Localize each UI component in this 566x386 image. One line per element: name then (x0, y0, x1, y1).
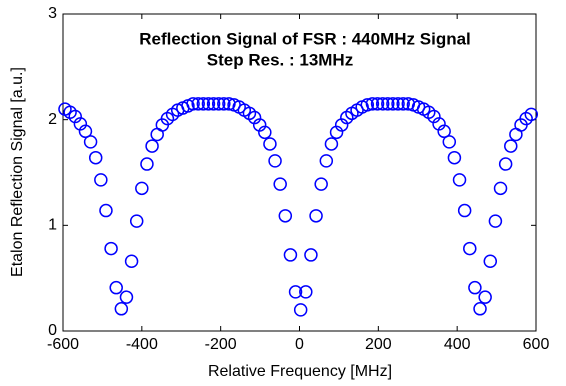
data-point (314, 177, 328, 191)
data-point (278, 209, 293, 223)
data-point (452, 173, 467, 187)
data-point (468, 280, 482, 295)
data-point (299, 285, 313, 299)
data-point (483, 254, 498, 269)
data-point (437, 124, 451, 139)
data-point (442, 135, 457, 149)
data-point (524, 107, 539, 122)
data-point (268, 154, 282, 168)
data-point (498, 157, 513, 171)
x-tick-label: 200 (365, 336, 392, 353)
data-point (304, 248, 318, 262)
data-point (145, 139, 159, 153)
data-point (309, 209, 323, 223)
data-point (478, 290, 492, 304)
data-point (211, 97, 226, 111)
data-point (124, 254, 139, 269)
chart-subtitle: Step Res. : 13MHz (207, 50, 353, 69)
data-point (196, 97, 211, 111)
data-point (129, 214, 144, 228)
y-axis-label: Etalon Reflection Signal [a.u.] (9, 67, 26, 277)
data-point (104, 241, 118, 256)
data-point (493, 181, 508, 196)
data-point (201, 97, 216, 111)
data-point (263, 137, 277, 151)
y-tick-label: 1 (48, 217, 57, 234)
data-point (83, 135, 98, 149)
data-point (473, 302, 487, 316)
data-point (99, 203, 113, 218)
data-point (375, 97, 390, 111)
data-point (135, 181, 149, 196)
data-point (488, 214, 503, 228)
data-point (447, 150, 462, 165)
data-point (191, 97, 205, 111)
y-tick-label: 2 (48, 111, 57, 128)
x-tick-label: -600 (47, 336, 79, 353)
data-point (360, 98, 375, 112)
data-point (381, 97, 395, 111)
data-point (186, 97, 200, 111)
data-point (319, 154, 334, 168)
data-point (324, 137, 339, 151)
y-tick-label: 3 (48, 5, 57, 22)
data-point (140, 157, 154, 171)
x-tick-label: 0 (295, 336, 304, 353)
x-tick-label: -200 (205, 336, 237, 353)
data-point (94, 173, 108, 187)
x-axis-label: Relative Frequency [MHz] (208, 363, 392, 380)
data-point (288, 285, 303, 299)
data-point (457, 203, 472, 218)
y-tick-label: 0 (48, 322, 57, 339)
data-point (293, 303, 308, 317)
data-point (217, 97, 231, 111)
data-point (258, 125, 272, 140)
data-point (206, 97, 221, 111)
data-point (370, 97, 385, 111)
data-point (365, 97, 380, 111)
plot-frame (62, 13, 537, 332)
data-point (391, 97, 405, 111)
data-point (283, 248, 298, 262)
x-tick-label: 600 (523, 336, 550, 353)
data-point (504, 139, 518, 153)
data-point (114, 302, 129, 316)
x-tick-label: -400 (126, 336, 158, 353)
data-point (88, 150, 103, 165)
chart-title: Reflection Signal of FSR : 440MHz Signal (139, 29, 471, 48)
data-point (119, 290, 134, 304)
x-tick-label: 400 (444, 336, 471, 353)
data-point (396, 97, 410, 111)
data-point (273, 177, 287, 191)
data-point (78, 124, 93, 139)
data-point (386, 97, 400, 111)
data-point (109, 280, 123, 295)
data-point (463, 241, 477, 256)
